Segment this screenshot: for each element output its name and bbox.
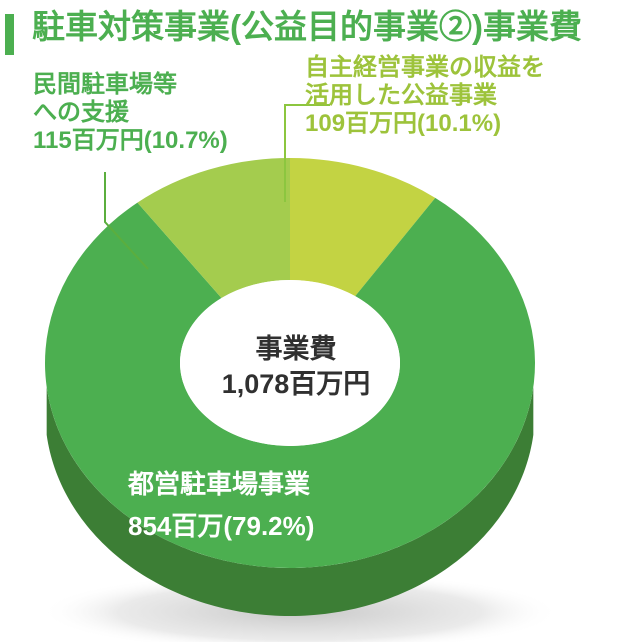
svg-text:都営駐車場事業: 都営駐車場事業 bbox=[127, 469, 310, 499]
svg-text:1,078百万円: 1,078百万円 bbox=[222, 369, 371, 399]
svg-text:活用した公益事業: 活用した公益事業 bbox=[305, 81, 497, 109]
svg-text:駐車対策事業(公益目的事業②)事業費: 駐車対策事業(公益目的事業②)事業費 bbox=[32, 8, 582, 45]
svg-text:への支援: への支援 bbox=[33, 99, 130, 126]
svg-text:事業費: 事業費 bbox=[256, 334, 337, 364]
svg-text:民間駐車場等: 民間駐車場等 bbox=[33, 70, 177, 98]
svg-text:854百万(79.2%): 854百万(79.2%) bbox=[128, 511, 314, 541]
svg-text:115百万円(10.7%): 115百万円(10.7%) bbox=[33, 127, 228, 154]
svg-text:自主経営事業の収益を: 自主経営事業の収益を bbox=[305, 53, 545, 81]
svg-text:109百万円(10.1%): 109百万円(10.1%) bbox=[305, 110, 501, 137]
